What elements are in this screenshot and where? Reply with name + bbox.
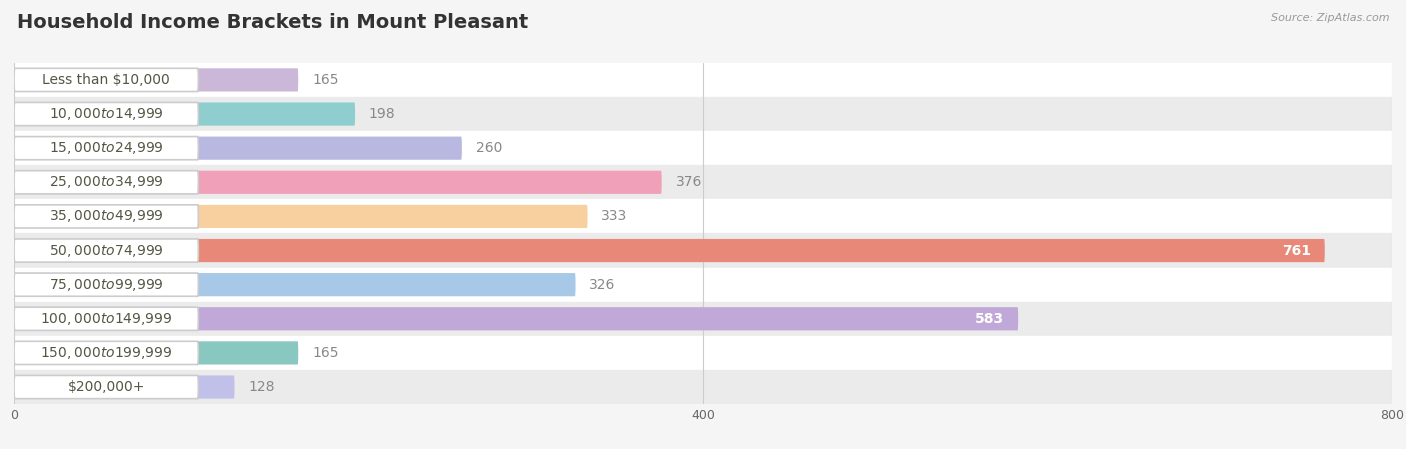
FancyBboxPatch shape [14,171,198,194]
FancyBboxPatch shape [14,273,575,296]
FancyBboxPatch shape [14,239,198,262]
Bar [14,165,1392,199]
Text: 583: 583 [976,312,1004,326]
Text: $15,000 to $24,999: $15,000 to $24,999 [49,140,163,156]
Text: 761: 761 [1282,243,1310,258]
Text: 165: 165 [312,73,339,87]
FancyBboxPatch shape [14,341,298,365]
FancyBboxPatch shape [14,102,198,126]
Bar [14,199,1392,233]
Text: $75,000 to $99,999: $75,000 to $99,999 [49,277,163,293]
Text: $35,000 to $49,999: $35,000 to $49,999 [49,208,163,224]
FancyBboxPatch shape [14,205,588,228]
FancyBboxPatch shape [14,171,662,194]
Text: $200,000+: $200,000+ [67,380,145,394]
Text: $10,000 to $14,999: $10,000 to $14,999 [49,106,163,122]
Bar [14,97,1392,131]
Text: 165: 165 [312,346,339,360]
FancyBboxPatch shape [14,239,1324,262]
Bar [14,131,1392,165]
Text: 333: 333 [602,209,627,224]
Text: 198: 198 [368,107,395,121]
Bar [14,370,1392,404]
FancyBboxPatch shape [14,375,235,399]
FancyBboxPatch shape [14,341,198,365]
FancyBboxPatch shape [14,68,198,92]
Text: 326: 326 [589,277,616,292]
Text: 260: 260 [475,141,502,155]
FancyBboxPatch shape [14,136,463,160]
Bar [14,63,1392,97]
Text: 128: 128 [249,380,274,394]
FancyBboxPatch shape [14,102,356,126]
Bar [14,302,1392,336]
Text: Source: ZipAtlas.com: Source: ZipAtlas.com [1271,13,1389,23]
FancyBboxPatch shape [14,68,298,92]
Text: Household Income Brackets in Mount Pleasant: Household Income Brackets in Mount Pleas… [17,13,529,32]
FancyBboxPatch shape [14,205,198,228]
Bar [14,268,1392,302]
Text: Less than $10,000: Less than $10,000 [42,73,170,87]
FancyBboxPatch shape [14,307,1018,330]
FancyBboxPatch shape [14,136,198,160]
FancyBboxPatch shape [14,307,198,330]
Text: $25,000 to $34,999: $25,000 to $34,999 [49,174,163,190]
Bar [14,336,1392,370]
Text: $50,000 to $74,999: $50,000 to $74,999 [49,242,163,259]
Text: $150,000 to $199,999: $150,000 to $199,999 [39,345,173,361]
FancyBboxPatch shape [14,273,198,296]
FancyBboxPatch shape [14,375,198,399]
Text: $100,000 to $149,999: $100,000 to $149,999 [39,311,173,327]
Text: 376: 376 [675,175,702,189]
Bar [14,233,1392,268]
